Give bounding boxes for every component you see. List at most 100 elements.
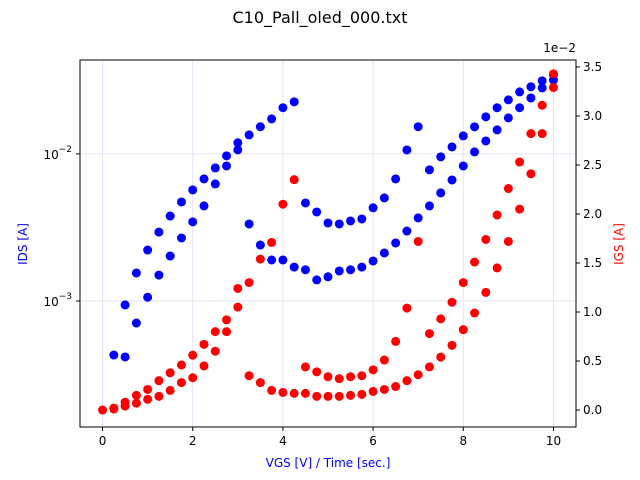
y2-tick-label: 1.5: [583, 256, 602, 270]
data-point: [402, 376, 412, 386]
data-point: [402, 145, 412, 155]
data-point: [334, 391, 344, 401]
y2-tick-label: 0.5: [583, 354, 602, 368]
data-point: [131, 390, 141, 400]
data-point: [503, 184, 513, 194]
data-point: [458, 278, 468, 288]
data-point: [222, 315, 232, 325]
data-point: [233, 302, 243, 312]
data-point: [165, 368, 175, 378]
data-point: [120, 300, 130, 310]
data-point: [391, 382, 401, 392]
data-point: [470, 147, 480, 157]
data-point: [503, 95, 513, 105]
data-point: [548, 83, 558, 93]
data-point: [413, 122, 423, 132]
data-point: [537, 83, 547, 93]
data-point: [176, 233, 186, 243]
data-point: [233, 283, 243, 293]
data-point: [176, 197, 186, 207]
x-axis-label: VGS [V] / Time [sec.]: [266, 456, 391, 470]
data-point: [436, 314, 446, 324]
data-point: [154, 227, 164, 237]
data-point: [368, 256, 378, 266]
data-point: [526, 93, 536, 103]
data-point: [458, 131, 468, 141]
data-point: [300, 198, 310, 208]
data-point: [300, 388, 310, 398]
data-point: [188, 185, 198, 195]
y-tick-label: 10−3: [43, 292, 72, 309]
data-point: [289, 262, 299, 272]
data-point: [334, 374, 344, 384]
data-point: [278, 103, 288, 113]
data-point: [154, 376, 164, 386]
data-point: [312, 391, 322, 401]
x-tick-label: 6: [369, 434, 377, 448]
data-point: [357, 262, 367, 272]
data-point: [188, 350, 198, 360]
y2-tick-label: 3.5: [583, 60, 602, 74]
data-point: [537, 76, 547, 86]
x-tick-label: 0: [99, 434, 107, 448]
y2-tick-label: 0.0: [583, 403, 602, 417]
x-tick-label: 2: [189, 434, 197, 448]
data-point: [312, 207, 322, 217]
data-point: [379, 384, 389, 394]
data-point: [98, 405, 108, 415]
data-point: [244, 219, 254, 229]
data-point: [199, 174, 209, 184]
data-point: [188, 217, 198, 227]
data-point: [109, 404, 119, 414]
data-point: [222, 151, 232, 161]
data-point: [492, 125, 502, 135]
data-point: [143, 245, 153, 255]
data-point: [188, 373, 198, 383]
data-point: [526, 82, 536, 92]
data-point: [436, 152, 446, 162]
data-point: [503, 236, 513, 246]
data-point: [154, 391, 164, 401]
data-point: [413, 213, 423, 223]
data-point: [391, 174, 401, 184]
data-point: [278, 387, 288, 397]
data-point: [402, 226, 412, 236]
data-point: [548, 75, 558, 85]
data-point: [244, 278, 254, 288]
data-point: [120, 401, 130, 411]
data-point: [492, 103, 502, 113]
data-point: [424, 362, 434, 372]
data-point: [176, 378, 186, 388]
data-point: [210, 163, 220, 173]
data-point: [289, 388, 299, 398]
y2-tick-label: 2.0: [583, 207, 602, 221]
y-axis-label: IDS [A]: [16, 223, 30, 265]
data-point: [548, 69, 558, 79]
data-point: [492, 263, 502, 273]
data-point: [537, 100, 547, 110]
data-point: [424, 201, 434, 211]
data-point: [109, 350, 119, 360]
data-point: [323, 218, 333, 228]
data-point: [323, 272, 333, 282]
data-point: [458, 325, 468, 335]
data-point: [131, 318, 141, 328]
data-point: [346, 265, 356, 275]
data-point: [357, 389, 367, 399]
y2-tick-label: 2.5: [583, 158, 602, 172]
data-point: [470, 308, 480, 318]
data-point: [312, 367, 322, 377]
data-point: [278, 255, 288, 265]
data-point: [199, 361, 209, 371]
data-point: [233, 145, 243, 155]
data-point: [526, 129, 536, 139]
data-point: [357, 371, 367, 381]
data-point: [391, 336, 401, 346]
data-point: [515, 87, 525, 97]
data-point: [267, 114, 277, 124]
data-point: [267, 385, 277, 395]
data-point: [481, 136, 491, 146]
data-point: [346, 390, 356, 400]
data-point: [515, 157, 525, 167]
data-point: [289, 175, 299, 185]
